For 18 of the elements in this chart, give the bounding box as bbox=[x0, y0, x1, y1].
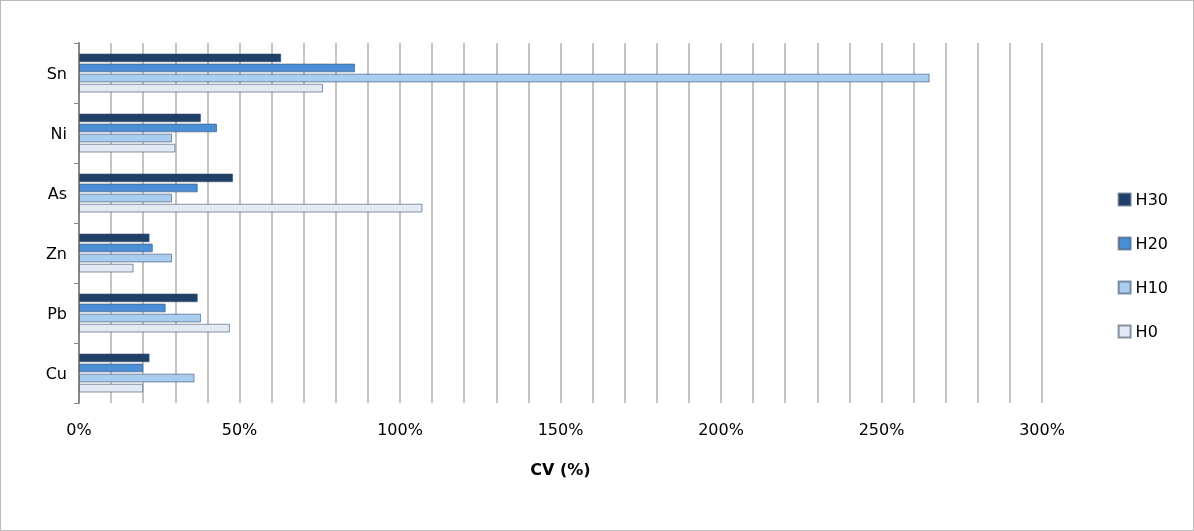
x-tick-label: 0% bbox=[66, 419, 92, 439]
y-tick-label: Pb bbox=[47, 303, 67, 323]
x-tick-label: 300% bbox=[1019, 419, 1065, 439]
y-tick-label: Ni bbox=[50, 123, 67, 143]
y-tick-label: As bbox=[47, 183, 67, 203]
y-tick-label: Zn bbox=[45, 243, 67, 263]
x-tick-label: 200% bbox=[698, 419, 744, 439]
x-tick-label: 100% bbox=[377, 419, 423, 439]
legend-label: H0 bbox=[1135, 322, 1158, 341]
x-axis-title: CV (%) bbox=[530, 459, 591, 479]
legend-label: H10 bbox=[1135, 278, 1168, 297]
y-tick-label: Cu bbox=[45, 363, 67, 383]
x-tick-label: 50% bbox=[221, 419, 258, 439]
x-tick-label: 150% bbox=[537, 419, 584, 439]
legend-label: H20 bbox=[1135, 234, 1168, 253]
legend-label: H30 bbox=[1135, 190, 1168, 209]
x-tick-label: 250% bbox=[858, 419, 905, 439]
y-tick-label: Sn bbox=[46, 63, 67, 83]
